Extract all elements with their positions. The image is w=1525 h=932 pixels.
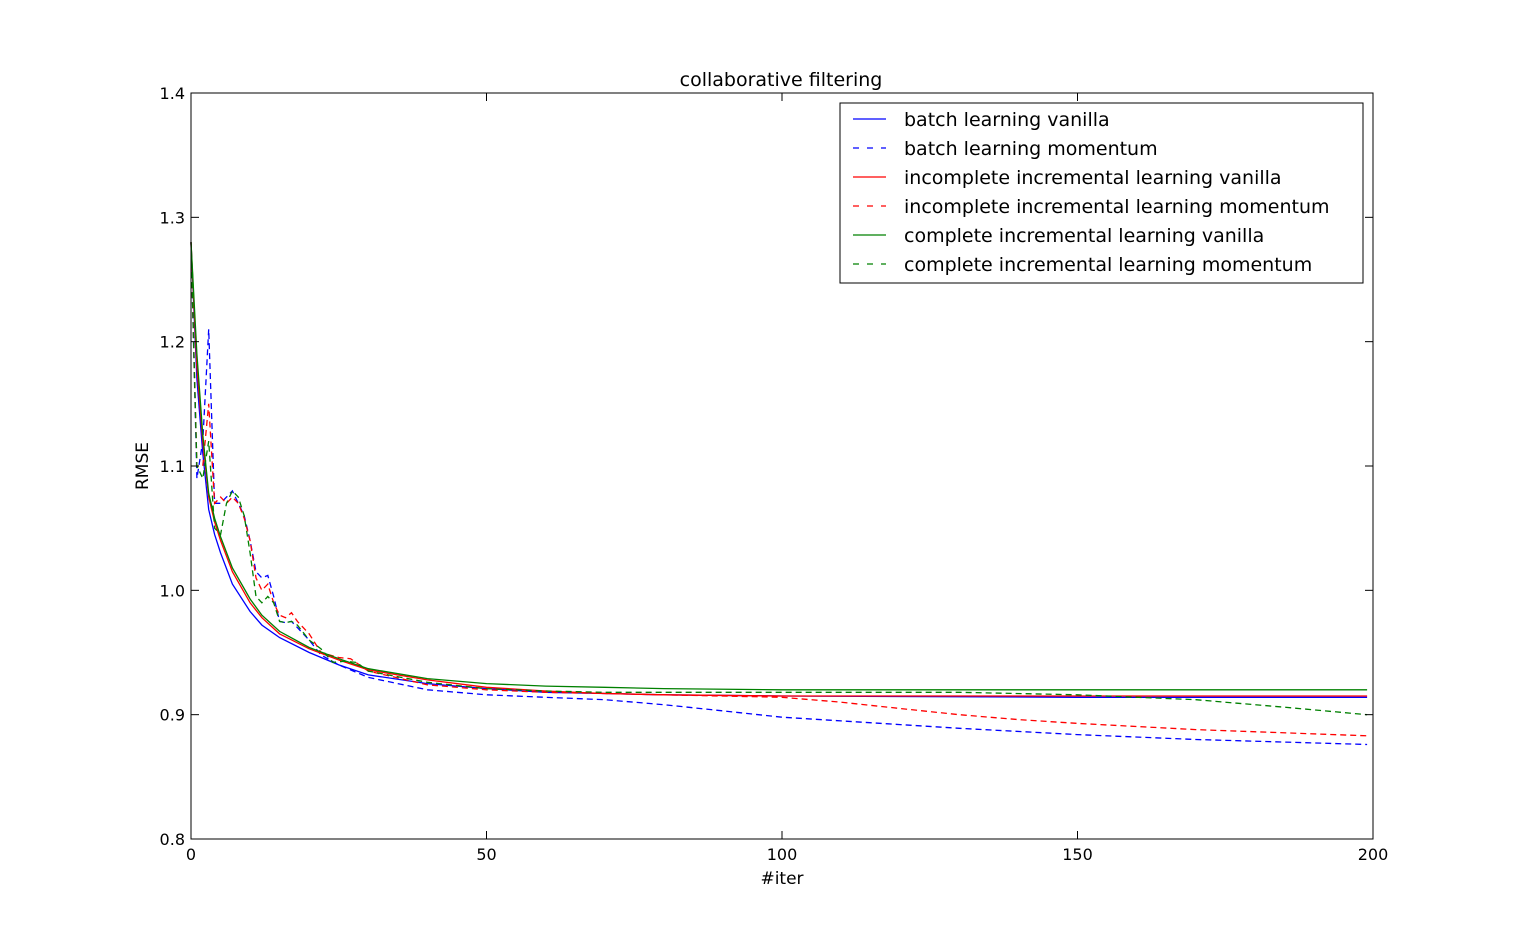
legend-label: complete incremental learning momentum xyxy=(904,254,1312,276)
y-axis-label: RMSE xyxy=(133,442,153,490)
x-tick-label: 0 xyxy=(186,845,196,864)
y-tick-label: 1.3 xyxy=(160,208,185,227)
x-tick-label: 50 xyxy=(476,845,496,864)
legend: batch learning vanilla batch learning mom… xyxy=(839,102,1364,284)
y-tick-label: 0.8 xyxy=(160,830,185,849)
y-axis: 0.8 0.9 1.0 1.1 1.2 1.3 1.4 xyxy=(160,84,1373,849)
y-tick-label: 1.4 xyxy=(160,84,185,103)
legend-label: incomplete incremental learning vanilla xyxy=(904,167,1282,189)
x-tick-label: 150 xyxy=(1062,845,1093,864)
legend-label: incomplete incremental learning momentum xyxy=(904,196,1330,218)
x-tick-label: 200 xyxy=(1358,845,1389,864)
series-layer xyxy=(190,242,1368,746)
x-axis: 0 50 100 150 200 xyxy=(186,93,1388,864)
x-tick-label: 100 xyxy=(767,845,798,864)
legend-entries: batch learning vanilla batch learning mom… xyxy=(853,109,1330,276)
legend-box xyxy=(839,102,1364,284)
y-tick-label: 1.0 xyxy=(160,581,185,600)
legend-label: batch learning vanilla xyxy=(904,109,1110,131)
x-axis-label: #iter xyxy=(760,869,803,889)
series-line-5 xyxy=(190,242,1368,691)
legend-label: batch learning momentum xyxy=(904,138,1158,160)
y-tick-label: 1.1 xyxy=(160,457,185,476)
y-tick-label: 0.9 xyxy=(160,706,185,725)
chart-title: collaborative filtering xyxy=(680,69,883,91)
series-line-2 xyxy=(190,242,1368,746)
legend-label: complete incremental learning vanilla xyxy=(904,225,1264,247)
y-tick-label: 1.2 xyxy=(160,333,185,352)
series-line-4 xyxy=(190,242,1368,737)
